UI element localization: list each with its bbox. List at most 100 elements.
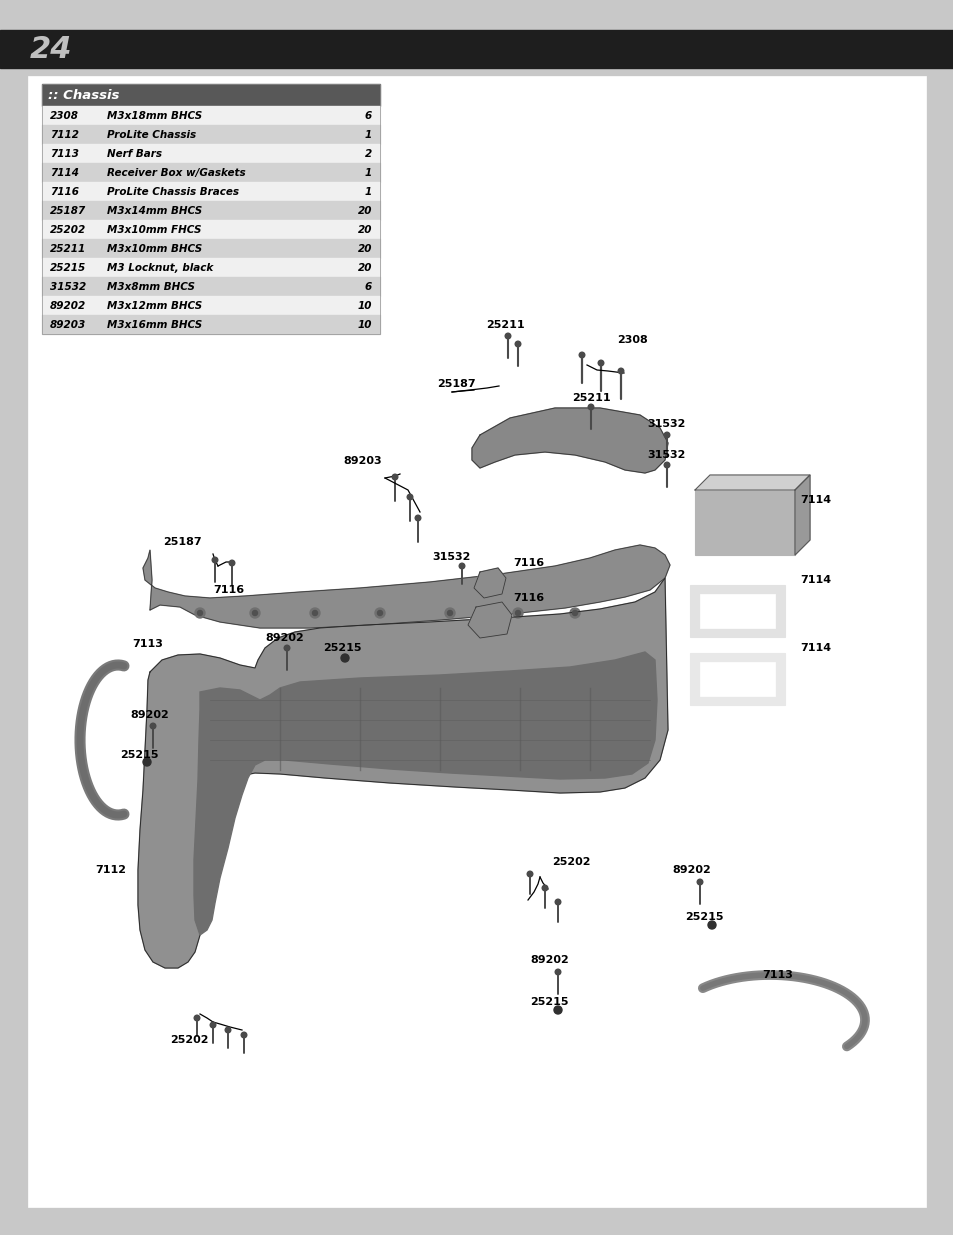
Polygon shape bbox=[143, 545, 669, 629]
Circle shape bbox=[229, 561, 234, 566]
Text: 89203: 89203 bbox=[50, 320, 86, 330]
Circle shape bbox=[313, 610, 317, 615]
Bar bbox=[42, 84, 379, 333]
Text: 7116: 7116 bbox=[213, 585, 244, 595]
Text: 6: 6 bbox=[364, 110, 372, 121]
Bar bbox=[42, 258, 379, 277]
Text: 7114: 7114 bbox=[800, 643, 830, 653]
Text: M3x12mm BHCS: M3x12mm BHCS bbox=[107, 300, 202, 310]
Circle shape bbox=[250, 608, 260, 618]
Text: 7113: 7113 bbox=[50, 148, 79, 158]
Text: M3x8mm BHCS: M3x8mm BHCS bbox=[107, 282, 194, 291]
Circle shape bbox=[588, 404, 593, 410]
Bar bbox=[42, 182, 379, 201]
Text: M3x10mm FHCS: M3x10mm FHCS bbox=[107, 225, 201, 235]
Polygon shape bbox=[468, 601, 512, 638]
Text: M3x10mm BHCS: M3x10mm BHCS bbox=[107, 243, 202, 253]
Text: 25211: 25211 bbox=[485, 320, 524, 330]
Text: 89202: 89202 bbox=[530, 955, 568, 965]
Circle shape bbox=[143, 758, 151, 766]
Text: 89202: 89202 bbox=[265, 634, 303, 643]
Text: 7113: 7113 bbox=[132, 638, 163, 650]
Text: 7116: 7116 bbox=[513, 593, 543, 603]
Text: 25187: 25187 bbox=[50, 205, 86, 215]
Bar bbox=[42, 201, 379, 220]
Text: 25215: 25215 bbox=[530, 997, 568, 1007]
Polygon shape bbox=[474, 568, 505, 598]
Circle shape bbox=[377, 610, 382, 615]
Circle shape bbox=[415, 515, 420, 521]
Text: 7113: 7113 bbox=[761, 969, 792, 981]
Circle shape bbox=[284, 645, 290, 651]
Text: 7114: 7114 bbox=[800, 576, 830, 585]
Text: 25215: 25215 bbox=[323, 643, 361, 653]
Text: 2308: 2308 bbox=[50, 110, 79, 121]
Polygon shape bbox=[138, 578, 667, 968]
Text: 1: 1 bbox=[364, 130, 372, 140]
Circle shape bbox=[554, 1007, 561, 1014]
Text: 7116: 7116 bbox=[513, 558, 543, 568]
Bar bbox=[700, 594, 774, 629]
Circle shape bbox=[194, 608, 205, 618]
Bar bbox=[42, 277, 379, 296]
Text: Receiver Box w/Gaskets: Receiver Box w/Gaskets bbox=[107, 168, 245, 178]
Circle shape bbox=[194, 1015, 199, 1021]
Circle shape bbox=[663, 462, 669, 468]
Text: 1: 1 bbox=[364, 186, 372, 196]
Text: 25202: 25202 bbox=[552, 857, 590, 867]
Text: 7114: 7114 bbox=[50, 168, 79, 178]
Text: M3x16mm BHCS: M3x16mm BHCS bbox=[107, 320, 202, 330]
Text: 24: 24 bbox=[30, 35, 72, 63]
Bar bbox=[689, 585, 784, 637]
Text: 20: 20 bbox=[357, 225, 372, 235]
Text: 7114: 7114 bbox=[800, 495, 830, 505]
Bar bbox=[42, 125, 379, 144]
Circle shape bbox=[458, 563, 464, 569]
Bar bbox=[0, 0, 953, 30]
Circle shape bbox=[569, 608, 579, 618]
Circle shape bbox=[444, 608, 455, 618]
Text: 25211: 25211 bbox=[572, 393, 610, 403]
Text: M3x14mm BHCS: M3x14mm BHCS bbox=[107, 205, 202, 215]
Bar bbox=[42, 240, 379, 258]
Text: 31532: 31532 bbox=[50, 282, 86, 291]
Bar bbox=[0, 30, 953, 68]
Circle shape bbox=[375, 608, 385, 618]
Text: 10: 10 bbox=[357, 300, 372, 310]
Text: 89203: 89203 bbox=[343, 456, 381, 466]
Text: 10: 10 bbox=[357, 320, 372, 330]
Circle shape bbox=[253, 610, 257, 615]
Text: 25187: 25187 bbox=[163, 537, 201, 547]
Text: 31532: 31532 bbox=[432, 552, 470, 562]
Text: 89202: 89202 bbox=[671, 864, 710, 876]
Bar bbox=[695, 490, 794, 555]
Circle shape bbox=[527, 871, 532, 877]
Bar bbox=[42, 84, 379, 106]
Text: M3x18mm BHCS: M3x18mm BHCS bbox=[107, 110, 202, 121]
Circle shape bbox=[598, 361, 603, 366]
Circle shape bbox=[340, 655, 349, 662]
Text: 20: 20 bbox=[357, 243, 372, 253]
Polygon shape bbox=[695, 475, 809, 490]
Text: 7112: 7112 bbox=[50, 130, 79, 140]
Circle shape bbox=[618, 368, 623, 374]
Text: 7112: 7112 bbox=[95, 864, 126, 876]
Bar bbox=[42, 163, 379, 182]
Text: 31532: 31532 bbox=[646, 419, 684, 429]
Polygon shape bbox=[794, 475, 809, 555]
Text: 2: 2 bbox=[364, 148, 372, 158]
Text: 25211: 25211 bbox=[50, 243, 86, 253]
Circle shape bbox=[197, 610, 202, 615]
Circle shape bbox=[505, 333, 510, 338]
Text: 25187: 25187 bbox=[436, 379, 476, 389]
Text: :: Chassis: :: Chassis bbox=[48, 89, 119, 101]
Circle shape bbox=[663, 432, 669, 437]
Text: 25215: 25215 bbox=[50, 263, 86, 273]
Text: 20: 20 bbox=[357, 263, 372, 273]
Bar bbox=[42, 296, 379, 315]
Text: 2308: 2308 bbox=[617, 335, 647, 345]
Text: 25202: 25202 bbox=[170, 1035, 209, 1045]
Text: ProLite Chassis: ProLite Chassis bbox=[107, 130, 196, 140]
Text: 89202: 89202 bbox=[50, 300, 86, 310]
Circle shape bbox=[392, 474, 397, 480]
